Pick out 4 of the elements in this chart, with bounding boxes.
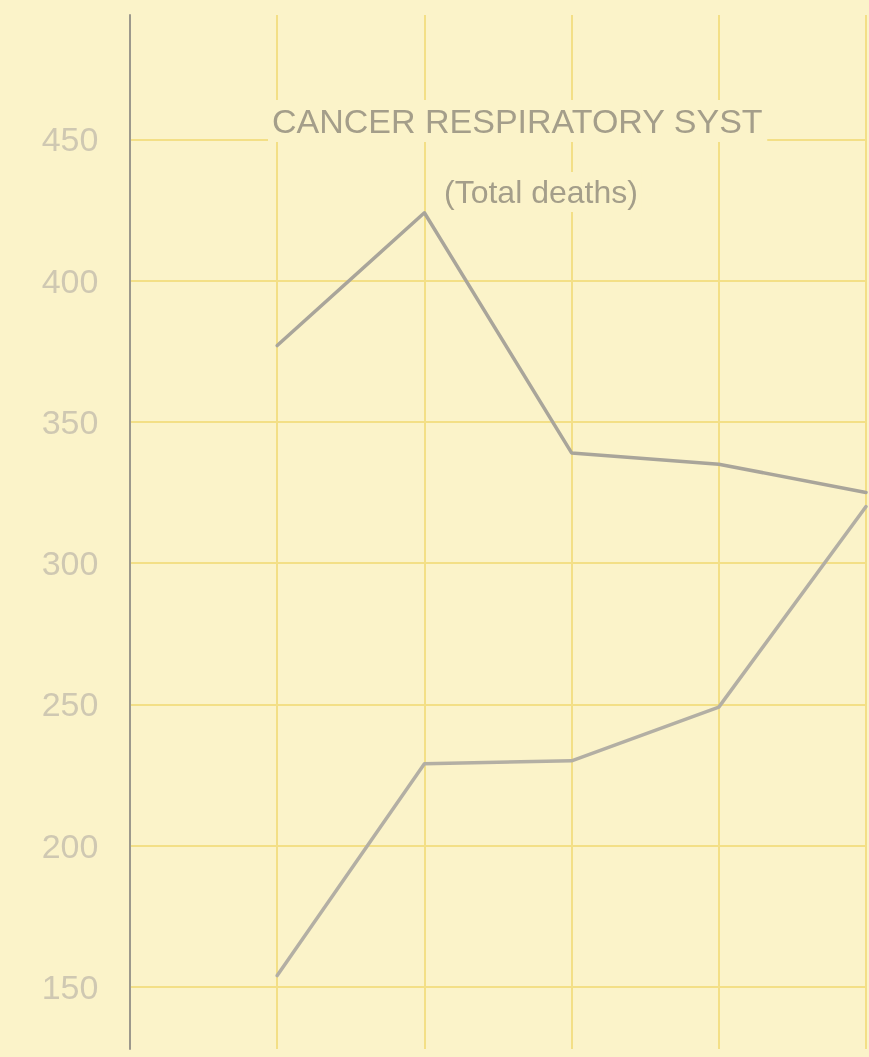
text: CANCER RESPIRATORY SYST xyxy=(272,102,763,140)
line-series xyxy=(275,504,868,978)
text: (Total deaths) xyxy=(444,174,638,210)
line-series xyxy=(275,211,868,495)
